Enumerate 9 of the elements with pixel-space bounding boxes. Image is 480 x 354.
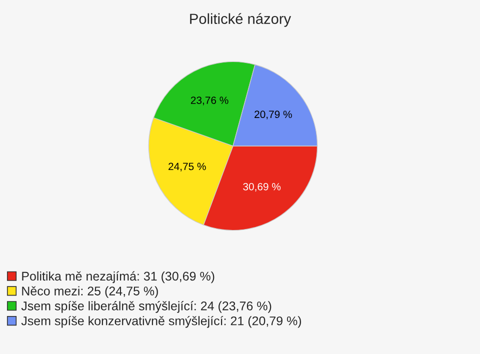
chart-title: Politické názory — [190, 13, 292, 27]
data-label: 24,75 % — [168, 162, 206, 172]
legend-label: Něco mezi: 25 (24,75 %) — [22, 286, 158, 298]
legend-label: Jsem spíše konzervativně smýšlející: 21 (20,79 %) — [21, 316, 302, 328]
data-label: 23,76 % — [190, 96, 228, 106]
legend-label: Jsem spíše liberálně smýšlející: 24 (23,76 %) — [21, 301, 272, 313]
data-label: 30,69 % — [243, 182, 281, 192]
data-label: 20,79 % — [254, 110, 292, 120]
legend-label: Politika mě nezajímá: 31 (30,69 %) — [22, 271, 214, 284]
